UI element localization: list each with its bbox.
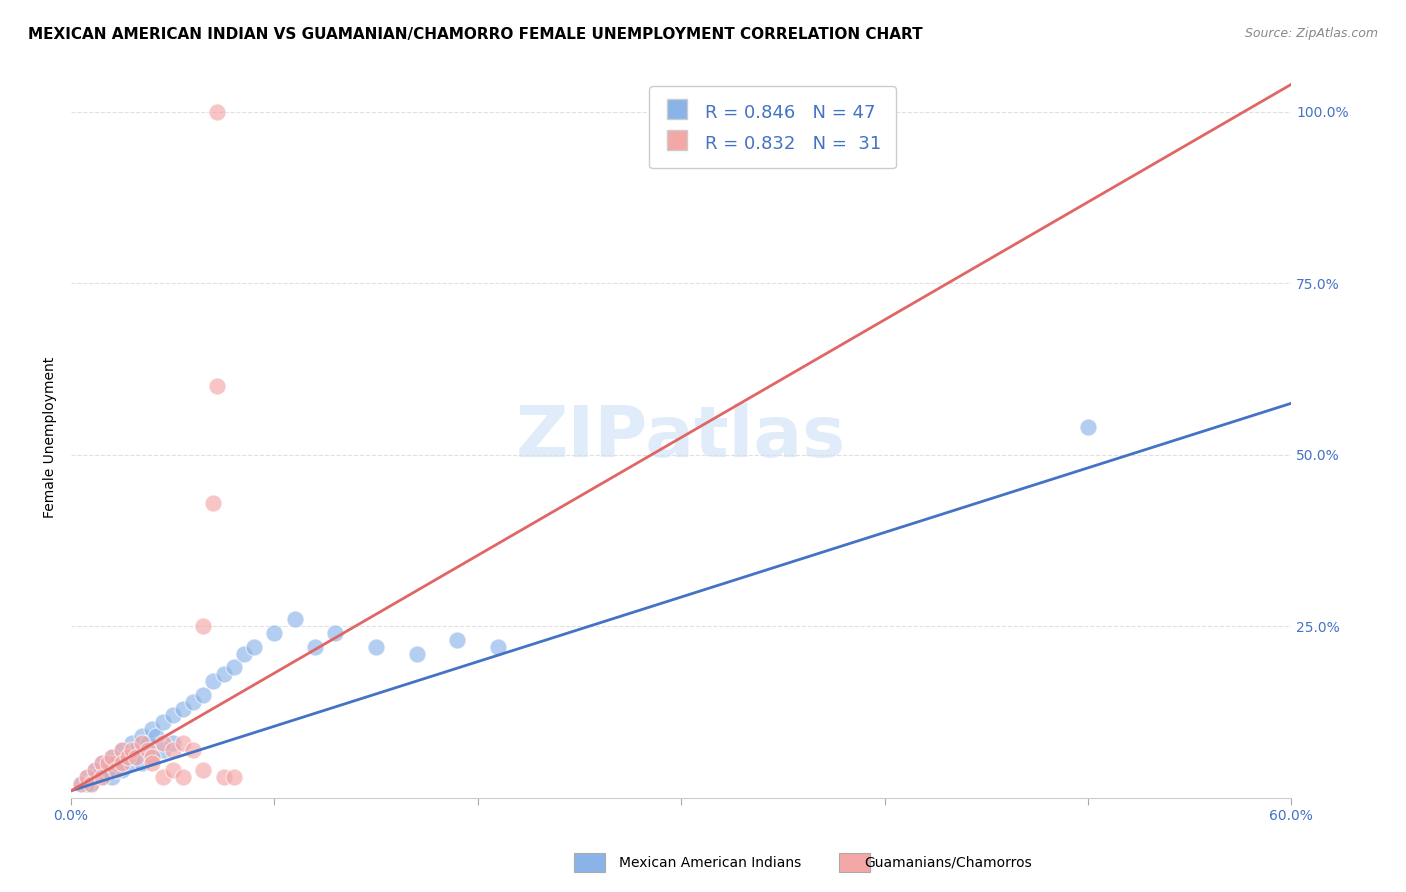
Text: ZIPatlas: ZIPatlas [516, 403, 846, 472]
Point [243, 640, 266, 654]
Point [90, 770, 112, 784]
Point [76, 777, 98, 791]
Point [111, 763, 134, 777]
Legend: R = 0.846   N = 47, R = 0.832   N =  31: R = 0.846 N = 47, R = 0.832 N = 31 [650, 87, 896, 169]
Point [162, 736, 184, 750]
Point [131, 729, 153, 743]
Point [104, 763, 127, 777]
Point [202, 674, 225, 689]
Point [141, 749, 163, 764]
Point [136, 742, 159, 756]
Point [152, 715, 174, 730]
Point [111, 742, 134, 756]
Text: MEXICAN AMERICAN INDIAN VS GUAMANIAN/CHAMORRO FEMALE UNEMPLOYMENT CORRELATION CH: MEXICAN AMERICAN INDIAN VS GUAMANIAN/CHA… [28, 27, 922, 42]
Point [207, 104, 229, 119]
Point [222, 660, 245, 674]
Point [141, 756, 163, 771]
Point [100, 749, 122, 764]
Point [162, 708, 184, 723]
Y-axis label: Female Unemployment: Female Unemployment [44, 357, 58, 518]
Point [70, 777, 93, 791]
Point [181, 742, 204, 756]
Text: Guamanians/Chamorros: Guamanians/Chamorros [865, 855, 1032, 870]
Point [121, 736, 143, 750]
Point [100, 749, 122, 764]
Point [405, 647, 427, 661]
Point [70, 777, 93, 791]
Point [131, 736, 153, 750]
Point [152, 736, 174, 750]
Point [193, 619, 215, 633]
Point [111, 742, 134, 756]
Point [117, 749, 139, 764]
Point [193, 763, 215, 777]
Point [90, 770, 112, 784]
Point [100, 770, 122, 784]
Point [162, 763, 184, 777]
Point [1077, 420, 1099, 434]
Text: Source: ZipAtlas.com: Source: ZipAtlas.com [1244, 27, 1378, 40]
Point [136, 736, 159, 750]
Point [145, 729, 167, 743]
Point [486, 640, 509, 654]
Point [80, 777, 103, 791]
Point [97, 763, 120, 777]
Point [141, 722, 163, 736]
Point [304, 640, 326, 654]
Point [232, 647, 254, 661]
Point [152, 742, 174, 756]
Point [181, 695, 204, 709]
Text: Mexican American Indians: Mexican American Indians [619, 855, 801, 870]
Point [207, 379, 229, 393]
Point [104, 756, 127, 771]
Point [84, 770, 107, 784]
Point [121, 742, 143, 756]
Point [364, 640, 387, 654]
Point [125, 749, 148, 764]
Point [141, 749, 163, 764]
Point [172, 701, 194, 715]
Point [325, 626, 347, 640]
Point [193, 688, 215, 702]
Bar [839, 853, 870, 872]
Point [263, 626, 285, 640]
Point [162, 742, 184, 756]
Point [97, 756, 120, 771]
Point [76, 770, 98, 784]
Point [212, 667, 235, 681]
Point [111, 756, 134, 771]
Point [172, 770, 194, 784]
Point [222, 770, 245, 784]
Point [121, 756, 143, 771]
Point [84, 763, 107, 777]
Point [284, 612, 307, 626]
Point [212, 770, 235, 784]
Point [80, 777, 103, 791]
Point [131, 756, 153, 771]
Point [97, 763, 120, 777]
Point [446, 632, 468, 647]
Point [104, 756, 127, 771]
Point [117, 749, 139, 764]
Point [125, 742, 148, 756]
Point [202, 496, 225, 510]
Point [84, 763, 107, 777]
Point [90, 756, 112, 771]
Point [76, 770, 98, 784]
Point [90, 756, 112, 771]
Point [152, 770, 174, 784]
Bar [574, 853, 605, 872]
Point [172, 736, 194, 750]
